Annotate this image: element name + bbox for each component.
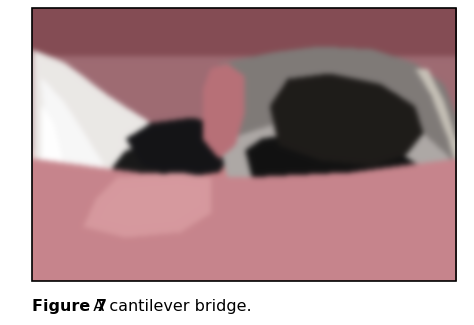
Text: Figure 7: Figure 7: [32, 299, 107, 314]
Text: A cantilever bridge.: A cantilever bridge.: [83, 299, 252, 314]
